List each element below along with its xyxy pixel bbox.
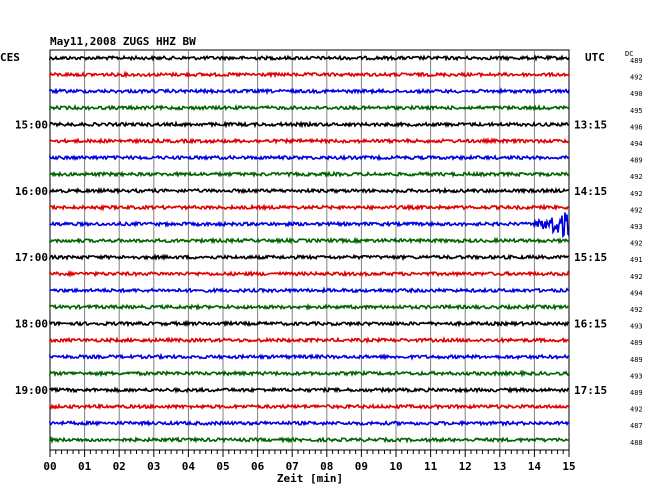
dc-value-labels: 489 492 490 495 496 494 489 492 492 492 493 492 491 4… xyxy=(630,57,643,447)
x-axis: 00 01 02 03 04 05 06 07 08 09 10 11 12 13 14 15 xyxy=(43,449,576,473)
x-tick-label: 06 xyxy=(251,460,265,473)
dc-value: 488 xyxy=(630,439,643,447)
x-tick-label: 10 xyxy=(389,460,402,473)
trace-row xyxy=(49,336,570,344)
x-tick-label: 14 xyxy=(528,460,542,473)
dc-value: 493 xyxy=(630,323,643,331)
chart-title: May11,2008 ZUGS HHZ BW xyxy=(50,35,196,48)
trace-row xyxy=(49,54,570,62)
x-tick-label: 05 xyxy=(216,460,229,473)
dc-value: 492 xyxy=(630,240,643,248)
dc-value: 495 xyxy=(630,107,643,115)
trace-row xyxy=(49,269,570,278)
dc-value: 493 xyxy=(630,372,643,380)
trace-row xyxy=(49,153,570,162)
dc-value: 489 xyxy=(630,356,643,364)
trace-row xyxy=(49,286,570,295)
trace-row xyxy=(49,352,570,361)
left-timezone-label: CES xyxy=(0,51,20,64)
x-tick-label: 08 xyxy=(320,460,333,473)
trace-row xyxy=(49,302,570,312)
right-time-label: 15:15 xyxy=(574,251,607,264)
dc-header-label: DC xyxy=(625,50,633,58)
trace-row xyxy=(49,369,570,378)
trace-row xyxy=(49,137,570,145)
trace-row xyxy=(49,170,570,179)
dc-value: 489 xyxy=(630,389,643,397)
left-time-label: 17:00 xyxy=(15,251,48,264)
dc-value: 493 xyxy=(630,223,643,231)
left-time-label: 19:00 xyxy=(15,384,48,397)
dc-value: 492 xyxy=(630,406,643,414)
left-time-label: 15:00 xyxy=(15,118,48,131)
right-time-label: 16:15 xyxy=(574,318,607,331)
trace-row xyxy=(49,104,570,112)
dc-value: 492 xyxy=(630,173,643,181)
right-time-label: 13:15 xyxy=(574,118,607,131)
trace-row xyxy=(49,186,570,195)
trace-row xyxy=(49,87,570,96)
x-axis-label: Zeit [min] xyxy=(277,472,343,485)
x-tick-label: 07 xyxy=(286,460,299,473)
left-time-label: 16:00 xyxy=(15,185,48,198)
x-tick-label: 03 xyxy=(147,460,160,473)
left-time-labels: 15:00 16:00 17:00 18:00 19:00 xyxy=(15,118,48,397)
trace-row xyxy=(49,236,570,245)
minute-grid xyxy=(49,49,570,451)
trace-row xyxy=(49,419,570,427)
trace-row xyxy=(49,120,569,129)
trace-rows xyxy=(49,54,570,444)
x-tick-label: 11 xyxy=(424,460,438,473)
dc-value: 492 xyxy=(630,190,643,198)
x-tick-label: 15 xyxy=(562,460,575,473)
right-timezone-label: UTC xyxy=(585,51,605,64)
trace-row xyxy=(49,253,570,262)
left-time-label: 18:00 xyxy=(15,318,48,331)
dc-value: 494 xyxy=(630,140,643,148)
x-tick-label: 09 xyxy=(355,460,368,473)
trace-row xyxy=(49,212,570,239)
dc-value: 489 xyxy=(630,339,643,347)
dc-value: 492 xyxy=(630,273,643,281)
dc-value: 496 xyxy=(630,123,643,131)
x-tick-label: 01 xyxy=(78,460,92,473)
dc-value: 487 xyxy=(630,422,643,430)
x-tick-label: 04 xyxy=(182,460,196,473)
right-time-labels: 13:15 14:15 15:15 16:15 17:15 xyxy=(574,118,607,397)
trace-row xyxy=(49,386,570,394)
right-time-label: 17:15 xyxy=(574,384,607,397)
dc-value: 489 xyxy=(630,157,643,165)
trace-row xyxy=(49,435,570,444)
dc-value: 492 xyxy=(630,306,643,314)
right-time-label: 14:15 xyxy=(574,185,607,198)
dc-value: 491 xyxy=(630,256,643,264)
x-tick-label: 02 xyxy=(113,460,126,473)
trace-row xyxy=(49,70,570,79)
x-tick-label: 12 xyxy=(459,460,472,473)
x-tick-label: 00 xyxy=(43,460,56,473)
dc-value: 492 xyxy=(630,206,643,214)
dc-value: 489 xyxy=(630,57,643,65)
trace-row xyxy=(49,319,570,328)
trace-row xyxy=(49,203,570,212)
trace-row xyxy=(49,402,570,411)
dc-value: 490 xyxy=(630,90,643,98)
dc-value: 494 xyxy=(630,289,643,297)
dc-value: 492 xyxy=(630,74,643,82)
x-tick-label: 13 xyxy=(493,460,506,473)
